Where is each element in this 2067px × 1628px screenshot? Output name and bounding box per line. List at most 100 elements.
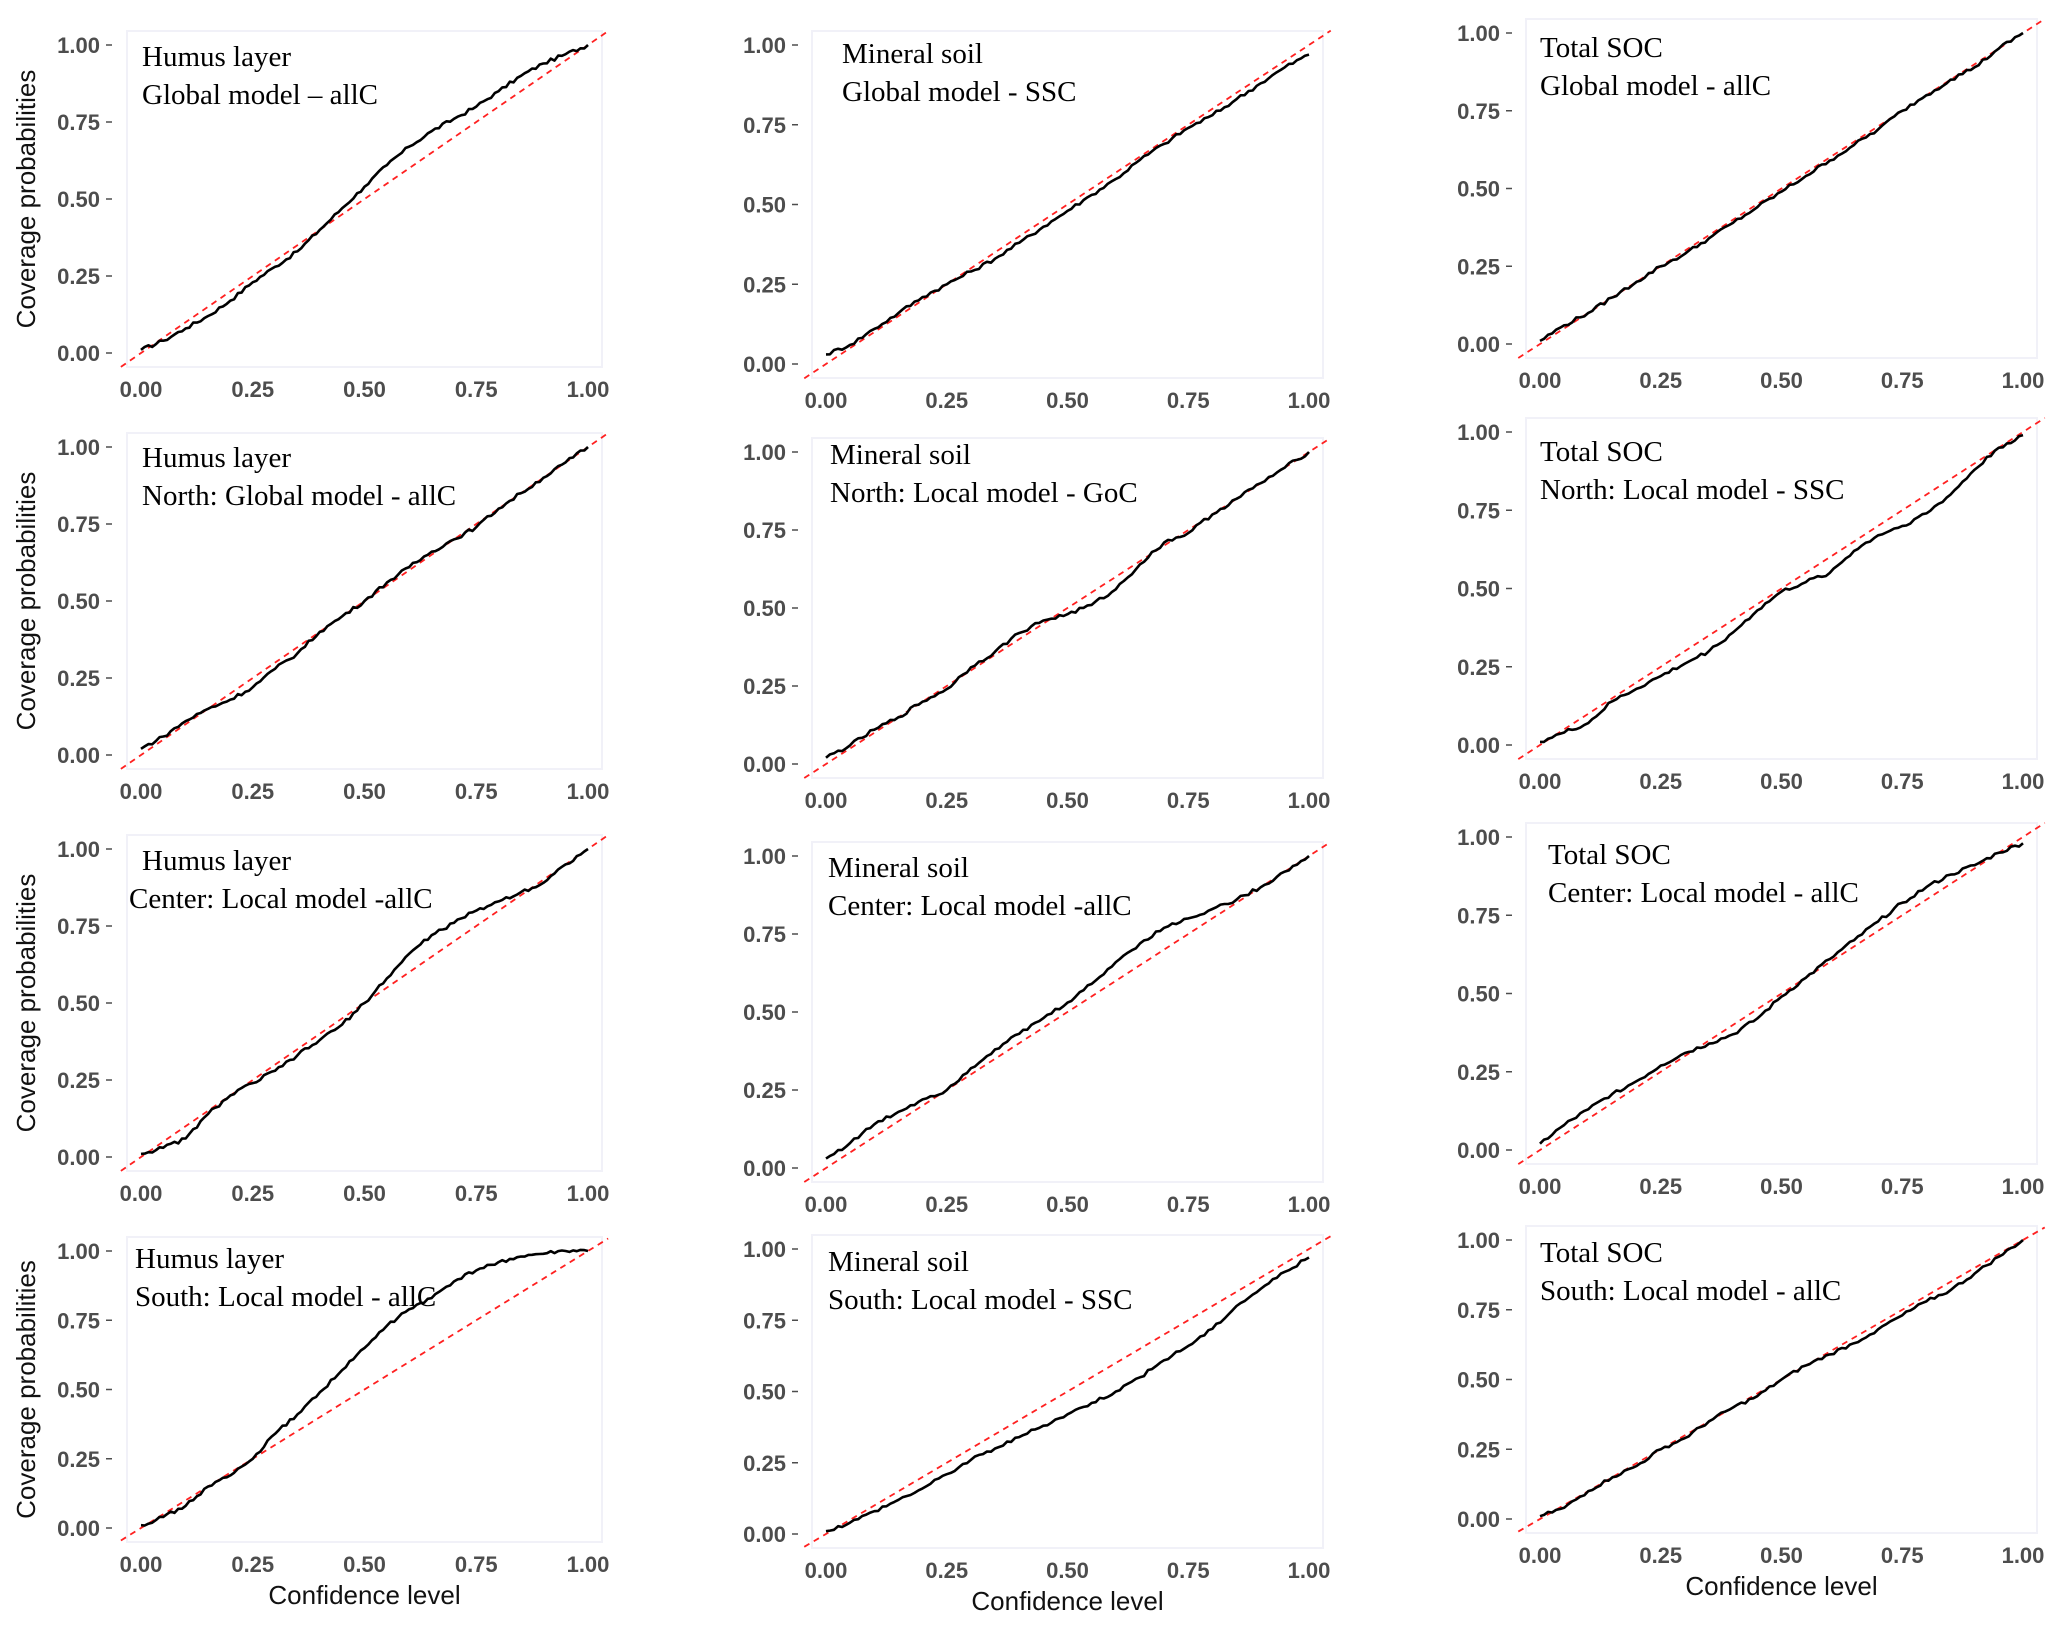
- x-tick-label: 1.00: [2002, 1174, 2045, 1199]
- x-tick-label: 0.00: [1519, 1543, 1562, 1568]
- y-tick-label: 0.50: [1457, 982, 1500, 1007]
- y-tick-label: 0.25: [57, 1447, 100, 1472]
- x-tick-label: 0.25: [1639, 1543, 1682, 1568]
- coverage-line: [1540, 433, 2024, 744]
- panel-annotation-region: Humus layer: [135, 1243, 284, 1275]
- y-tick-label: 0.50: [1457, 177, 1500, 202]
- x-tick-label: 0.50: [343, 1181, 386, 1206]
- y-tick-label: 1.00: [743, 844, 786, 869]
- panel-annotation-model: North: Local model - GoC: [830, 477, 1138, 509]
- y-axis-title: Coverage probabilities: [11, 472, 41, 731]
- y-tick-label: 0.50: [1457, 1368, 1500, 1393]
- y-tick-label: 0.00: [743, 1522, 786, 1547]
- y-tick-label: 1.00: [743, 1237, 786, 1262]
- coverage-line: [140, 44, 589, 351]
- y-axis-title: Coverage probabilities: [11, 1260, 41, 1519]
- panel-annotation-region: Mineral soil: [828, 852, 969, 884]
- coverage-line: [825, 451, 1310, 759]
- x-tick-label: 0.50: [343, 377, 386, 402]
- x-tick-label: 0.75: [1881, 1543, 1924, 1568]
- x-tick-label: 1.00: [1288, 1192, 1331, 1217]
- x-tick-label: 0.25: [231, 377, 274, 402]
- coverage-line: [140, 1248, 589, 1527]
- y-tick-label: 0.75: [1457, 498, 1500, 523]
- x-tick-label: 0.75: [1881, 1174, 1924, 1199]
- y-tick-label: 0.25: [1457, 655, 1500, 680]
- y-tick-label: 0.75: [743, 922, 786, 947]
- y-tick-label: 0.00: [743, 1156, 786, 1181]
- x-tick-label: 0.00: [120, 377, 163, 402]
- reference-line: [1517, 417, 2046, 760]
- panel-annotation-region: Humus layer: [142, 41, 291, 73]
- coverage-line: [140, 446, 589, 750]
- panel-annotation-region: Humus layer: [142, 845, 291, 877]
- y-tick-label: 0.00: [57, 341, 100, 366]
- x-tick-label: 0.50: [343, 1552, 386, 1577]
- x-tick-label: 0.75: [1167, 1192, 1210, 1217]
- x-tick-label: 1.00: [1288, 788, 1331, 813]
- x-tick-label: 1.00: [567, 377, 610, 402]
- x-axis-title: Confidence level: [1685, 1571, 1877, 1601]
- x-tick-label: 0.75: [455, 779, 498, 804]
- y-tick-label: 0.50: [57, 589, 100, 614]
- panel-annotation-region: Total SOC: [1540, 32, 1663, 64]
- x-tick-label: 1.00: [567, 1181, 610, 1206]
- panel-annotation-model: North: Local model - SSC: [1540, 474, 1844, 506]
- y-tick-label: 0.25: [57, 1068, 100, 1093]
- y-tick-label: 0.00: [743, 352, 786, 377]
- panel-annotation-model: Global model – allC: [142, 79, 378, 111]
- x-tick-label: 0.00: [805, 388, 848, 413]
- x-tick-label: 1.00: [1288, 1558, 1331, 1583]
- y-tick-label: 0.00: [1457, 1138, 1500, 1163]
- y-tick-label: 0.75: [743, 1308, 786, 1333]
- x-tick-label: 0.25: [925, 1558, 968, 1583]
- reference-line: [803, 1235, 1332, 1548]
- x-tick-label: 0.00: [120, 1552, 163, 1577]
- chart-panel: 0.00 0.25 0.50 0.75 1.00 0.00 0.25 0.50 0.75 1.00…: [743, 1234, 1332, 1616]
- y-tick-label: 0.75: [57, 914, 100, 939]
- x-axis-title: Confidence level: [971, 1586, 1163, 1616]
- x-tick-label: 0.75: [1881, 769, 1924, 794]
- y-axis-title: Coverage probabilities: [11, 874, 41, 1133]
- y-tick-label: 0.50: [57, 1378, 100, 1403]
- chart-panel: 0.00 0.25 0.50 0.75 1.00 0.00 0.25 0.50 0.75 1.00…: [743, 841, 1332, 1217]
- x-tick-label: 0.00: [805, 1192, 848, 1217]
- y-tick-label: 1.00: [57, 33, 100, 58]
- x-tick-label: 1.00: [1288, 388, 1331, 413]
- x-tick-label: 0.25: [1639, 1174, 1682, 1199]
- coverage-line: [825, 855, 1310, 1160]
- panel-annotation-model: Center: Local model - allC: [1548, 877, 1859, 909]
- y-tick-label: 0.50: [57, 187, 100, 212]
- y-tick-label: 1.00: [57, 1239, 100, 1264]
- reference-line: [1517, 822, 2046, 1165]
- x-tick-label: 0.75: [455, 377, 498, 402]
- x-tick-label: 0.75: [455, 1552, 498, 1577]
- y-tick-label: 0.50: [743, 193, 786, 218]
- x-tick-label: 0.50: [1760, 769, 1803, 794]
- y-tick-label: 1.00: [743, 33, 786, 58]
- x-tick-label: 0.75: [1167, 388, 1210, 413]
- reference-line: [803, 841, 1332, 1183]
- y-tick-label: 1.00: [1457, 21, 1500, 46]
- x-tick-label: 0.25: [1639, 368, 1682, 393]
- y-tick-label: 0.75: [57, 110, 100, 135]
- reference-line: [120, 1237, 609, 1542]
- coverage-line: [825, 1256, 1310, 1533]
- y-tick-label: 0.50: [1457, 577, 1500, 602]
- panel-annotation-region: Humus layer: [142, 442, 291, 474]
- chart-panel: 0.00 0.25 0.50 0.75 1.00 0.00 0.25 0.50 0.75 1.00…: [1457, 1225, 2046, 1601]
- coverage-line: [1539, 1239, 2024, 1518]
- y-axis-title: Coverage probabilities: [11, 70, 41, 329]
- panel-annotation-model: Center: Local model -allC: [129, 883, 433, 915]
- y-tick-label: 0.00: [743, 752, 786, 777]
- x-tick-label: 0.75: [1881, 368, 1924, 393]
- panel-annotation-region: Mineral soil: [842, 38, 983, 70]
- y-tick-label: 1.00: [57, 837, 100, 862]
- x-tick-label: 0.50: [1046, 1558, 1089, 1583]
- chart-panel: 0.00 0.25 0.50 0.75 1.00 0.00 0.25 0.50 0.75 1.00…: [11, 834, 610, 1206]
- coverage-line: [140, 847, 589, 1156]
- y-tick-label: 0.50: [743, 596, 786, 621]
- y-tick-label: 0.00: [57, 1145, 100, 1170]
- y-tick-label: 0.25: [743, 674, 786, 699]
